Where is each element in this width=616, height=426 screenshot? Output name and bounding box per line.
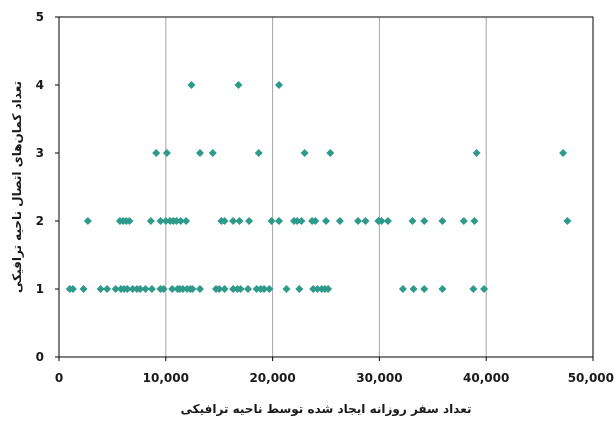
data-point <box>141 285 150 293</box>
y-tick-label: 5 <box>36 10 44 24</box>
y-tick-label: 4 <box>36 78 44 92</box>
data-point <box>147 285 156 293</box>
data-point <box>563 217 572 225</box>
data-point <box>459 217 468 225</box>
data-point <box>229 285 238 293</box>
data-point <box>83 217 92 225</box>
data-point <box>176 217 185 225</box>
data-point <box>309 285 318 293</box>
data-point <box>79 285 88 293</box>
y-tick-label: 2 <box>36 214 44 228</box>
data-point <box>383 217 392 225</box>
data-point <box>125 217 134 225</box>
data-point <box>188 285 197 293</box>
data-point <box>408 217 417 225</box>
data-point <box>354 217 363 225</box>
data-point <box>324 285 333 293</box>
x-tick-label: 20,000 <box>249 371 295 385</box>
data-point <box>103 285 112 293</box>
data-point <box>168 285 177 293</box>
data-point <box>295 285 304 293</box>
data-point <box>195 149 204 157</box>
data-point <box>111 285 120 293</box>
data-point <box>68 285 77 293</box>
data-point <box>420 285 429 293</box>
data-point <box>220 285 229 293</box>
data-point <box>254 149 263 157</box>
tick-labels: 0 1 2 3 4 5 0 10,000 20,000 30,000 40,000 50,000 <box>36 10 614 385</box>
data-point <box>162 149 171 157</box>
x-tick-label: 40,000 <box>463 371 509 385</box>
data-point <box>156 217 165 225</box>
data-point <box>409 285 418 293</box>
data-point <box>161 217 170 225</box>
data-point <box>322 217 330 225</box>
data-point <box>326 149 335 157</box>
data-point <box>234 81 243 89</box>
axes <box>55 16 594 361</box>
data-point <box>215 285 224 293</box>
data-points <box>65 81 572 293</box>
y-tick-label: 3 <box>36 146 44 160</box>
y-tick-label: 0 <box>36 350 44 364</box>
data-point <box>244 285 253 293</box>
data-point <box>438 285 447 293</box>
data-point <box>178 285 187 293</box>
x-tick-label: 10,000 <box>143 371 189 385</box>
data-point <box>438 217 447 225</box>
x-axis-title: تعداد سفر روزانه ایجاد شده توسط ناحیه تر… <box>180 402 471 417</box>
y-tick-label: 1 <box>36 282 44 296</box>
data-point <box>275 81 284 89</box>
data-point <box>265 285 274 293</box>
data-point <box>335 217 344 225</box>
data-point <box>469 285 478 293</box>
data-point <box>195 285 204 293</box>
data-point <box>220 217 229 225</box>
x-tick-label: 0 <box>55 371 63 385</box>
data-point <box>229 217 238 225</box>
data-point <box>152 149 161 157</box>
data-point <box>398 285 407 293</box>
data-point <box>252 285 261 293</box>
data-point <box>235 217 244 225</box>
x-tick-label: 50,000 <box>568 371 614 385</box>
data-point <box>420 217 429 225</box>
data-point <box>172 217 181 225</box>
data-point <box>282 285 291 293</box>
data-point <box>260 285 269 293</box>
gridlines <box>165 17 487 357</box>
data-point <box>187 81 196 89</box>
data-point <box>377 217 386 225</box>
data-point <box>182 217 191 225</box>
data-point <box>159 285 168 293</box>
data-point <box>128 285 137 293</box>
data-point <box>245 217 254 225</box>
data-point <box>136 285 145 293</box>
data-point <box>311 217 320 225</box>
data-point <box>123 285 132 293</box>
y-axis-title: تعداد کمان‌های اتصال ناحیه ترافیکی <box>10 81 24 293</box>
data-point <box>146 217 155 225</box>
data-point <box>293 217 302 225</box>
data-point <box>480 285 489 293</box>
data-point <box>208 149 217 157</box>
data-point <box>470 217 479 225</box>
data-point <box>236 285 245 293</box>
data-point <box>275 217 284 225</box>
data-point <box>472 149 481 157</box>
data-point <box>559 149 568 157</box>
data-point <box>96 285 105 293</box>
data-point <box>267 217 276 225</box>
data-point <box>313 285 322 293</box>
plot-frame <box>58 16 594 358</box>
data-point <box>361 217 370 225</box>
data-point <box>297 217 306 225</box>
data-point <box>300 149 309 157</box>
x-tick-label: 30,000 <box>356 371 402 385</box>
